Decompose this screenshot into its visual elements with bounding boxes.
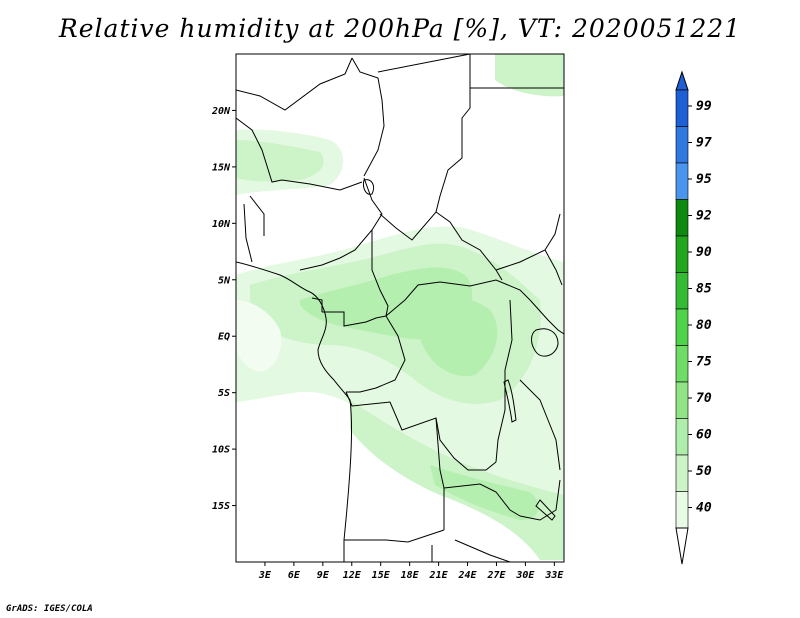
humidity-band-core-east — [415, 294, 498, 377]
border-nigeria-niger — [249, 195, 265, 236]
lake-chad — [363, 179, 375, 195]
lon-tick-label: 21E — [429, 570, 449, 581]
border-chad-sudan-north — [435, 54, 471, 213]
border-congo-drc — [346, 315, 406, 393]
colorbar-label: 40 — [696, 501, 712, 516]
humidity-area-gulf — [236, 300, 282, 372]
border-algeria-niger — [236, 57, 353, 111]
border-cameroon-car — [371, 230, 389, 317]
lat-tick-label: 5S — [218, 388, 230, 399]
colorbar-label: 97 — [696, 136, 712, 151]
humidity-band-south-core — [430, 465, 539, 520]
border-drc-east — [495, 299, 513, 463]
colorbar-label: 50 — [696, 464, 712, 479]
lat-tick-label: 20N — [211, 106, 231, 117]
colorbar-bottom-arrow — [675, 527, 689, 565]
lake-victoria — [531, 328, 559, 357]
colorbar-swatch — [675, 272, 689, 310]
border-uganda-kenya — [529, 299, 564, 335]
border-angola-namibia — [344, 529, 445, 543]
border-ethiopia — [544, 249, 563, 286]
lat-tick-label: 15S — [212, 501, 230, 512]
lat-tick-label: 5N — [218, 275, 231, 286]
lon-tick-label: 24E — [457, 570, 477, 581]
colorbar-label: 92 — [696, 209, 712, 224]
lat-tick-label: 15N — [212, 162, 231, 173]
humidity-field — [236, 54, 564, 560]
colorbar-label: 70 — [696, 391, 712, 406]
lat-tick-label: EQ — [218, 332, 230, 343]
border-tanzania — [519, 379, 561, 471]
lon-tick-label: 33E — [544, 570, 564, 581]
border-benin — [243, 203, 253, 263]
lon-tick-label: 27E — [486, 570, 506, 581]
border-gabon-congo — [322, 311, 387, 327]
longitude-axis: 3E 6E 9E 12E 15E 18E 21E 24E 27E 30E 33E — [258, 562, 564, 581]
colorbar-label: 60 — [696, 428, 712, 443]
map-title: Relative humidity at 200hPa [%], VT: 202… — [58, 14, 742, 43]
colorbar-swatch — [675, 418, 689, 456]
humidity-area-northeast — [495, 54, 564, 97]
lake-malawi — [535, 499, 556, 521]
colorbar-swatch — [675, 162, 689, 200]
lon-tick-label: 6E — [288, 570, 301, 581]
lon-tick-label: 18E — [401, 570, 420, 581]
humidity-area-northwest-core — [236, 140, 324, 182]
colorbar-label: 90 — [696, 245, 712, 260]
border-namibia-south — [454, 539, 511, 562]
lon-tick-label: 12E — [343, 570, 362, 581]
border-niger-libya — [351, 57, 385, 177]
colorbar-swatch — [675, 199, 689, 237]
colorbar-swatch — [675, 381, 689, 419]
colorbar-label: 99 — [696, 99, 712, 114]
map-frame — [235, 53, 565, 563]
colorbar-label: 75 — [696, 355, 712, 370]
border-zambia-zimbabwe — [443, 483, 521, 517]
lat-tick-label: 10N — [212, 219, 231, 230]
colorbar-swatch — [675, 89, 689, 127]
colorbar-swatch — [675, 491, 689, 529]
lon-tick-label: 3E — [258, 570, 272, 581]
colorbar-label: 80 — [696, 318, 712, 333]
border-gabon-cameroon — [311, 297, 323, 312]
border-nigeria-cameroon — [299, 177, 383, 271]
latitude-axis: 20N 15N 10N 5N EQ 5S 10S 15S — [211, 106, 236, 512]
border-drc-angola — [345, 391, 497, 471]
colorbar-swatch — [675, 345, 689, 383]
border-libya-chad — [377, 54, 471, 73]
lake-tanganyika — [503, 379, 517, 423]
border-chad-car — [379, 211, 503, 281]
colorbar-swatch — [675, 126, 689, 164]
border-mozambique — [519, 479, 561, 521]
lat-tick-label: 10S — [212, 445, 230, 456]
lakes — [363, 179, 559, 521]
grads-credit: GrADS: IGES/COLA — [6, 604, 93, 614]
colorbar-swatch — [675, 308, 689, 346]
border-mali-niger — [236, 117, 363, 191]
colorbar-swatch — [675, 235, 689, 273]
colorbar: 99 97 95 92 90 85 80 75 70 60 50 40 — [675, 70, 712, 565]
colorbar-label: 85 — [696, 282, 712, 297]
colorbar-label: 95 — [696, 172, 712, 187]
lon-tick-label: 30E — [515, 570, 535, 581]
border-car-drc — [385, 279, 531, 317]
coastline — [236, 261, 352, 562]
colorbar-swatch — [675, 454, 689, 492]
lon-tick-label: 15E — [372, 570, 391, 581]
border-angola-zambia — [435, 417, 445, 530]
country-borders — [236, 54, 564, 562]
lon-tick-label: 9E — [317, 570, 330, 581]
colorbar-top-arrow — [675, 70, 689, 91]
